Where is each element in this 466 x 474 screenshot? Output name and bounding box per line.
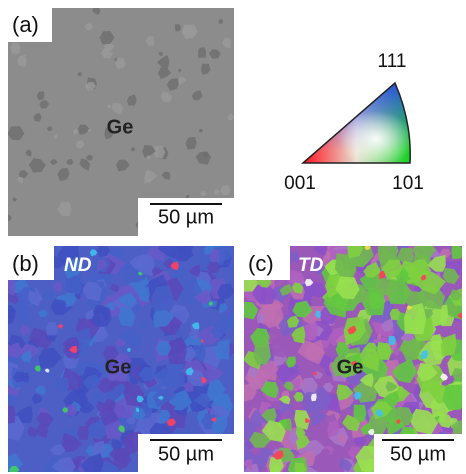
scale-text: 50 µm <box>158 206 214 228</box>
grain <box>2 279 15 295</box>
panel-label: (c) <box>248 251 274 276</box>
panel-label: (a) <box>12 12 39 37</box>
grain <box>167 340 186 365</box>
material-label: Ge <box>107 116 134 138</box>
panel-label: (b) <box>12 251 39 276</box>
grain <box>311 393 317 401</box>
grain <box>451 243 465 259</box>
ipf-legend: 111 001 101 <box>284 51 424 194</box>
figure: (a) Ge 50 µm (b) ND Ge 50 µm (c) TD Ge 5… <box>0 0 466 474</box>
legend-label: 001 <box>284 173 316 194</box>
material-label: Ge <box>337 356 364 378</box>
scale-text: 50 µm <box>390 443 446 465</box>
material-label: Ge <box>105 356 132 378</box>
grain <box>0 406 16 424</box>
legend-label: 101 <box>392 173 424 194</box>
orientation-label: TD <box>298 255 324 276</box>
legend-label: 111 <box>378 51 407 72</box>
orientation-label: ND <box>64 255 92 276</box>
grain <box>3 342 22 358</box>
ipf-triangle-white <box>303 83 410 163</box>
scale-text: 50 µm <box>158 443 214 465</box>
